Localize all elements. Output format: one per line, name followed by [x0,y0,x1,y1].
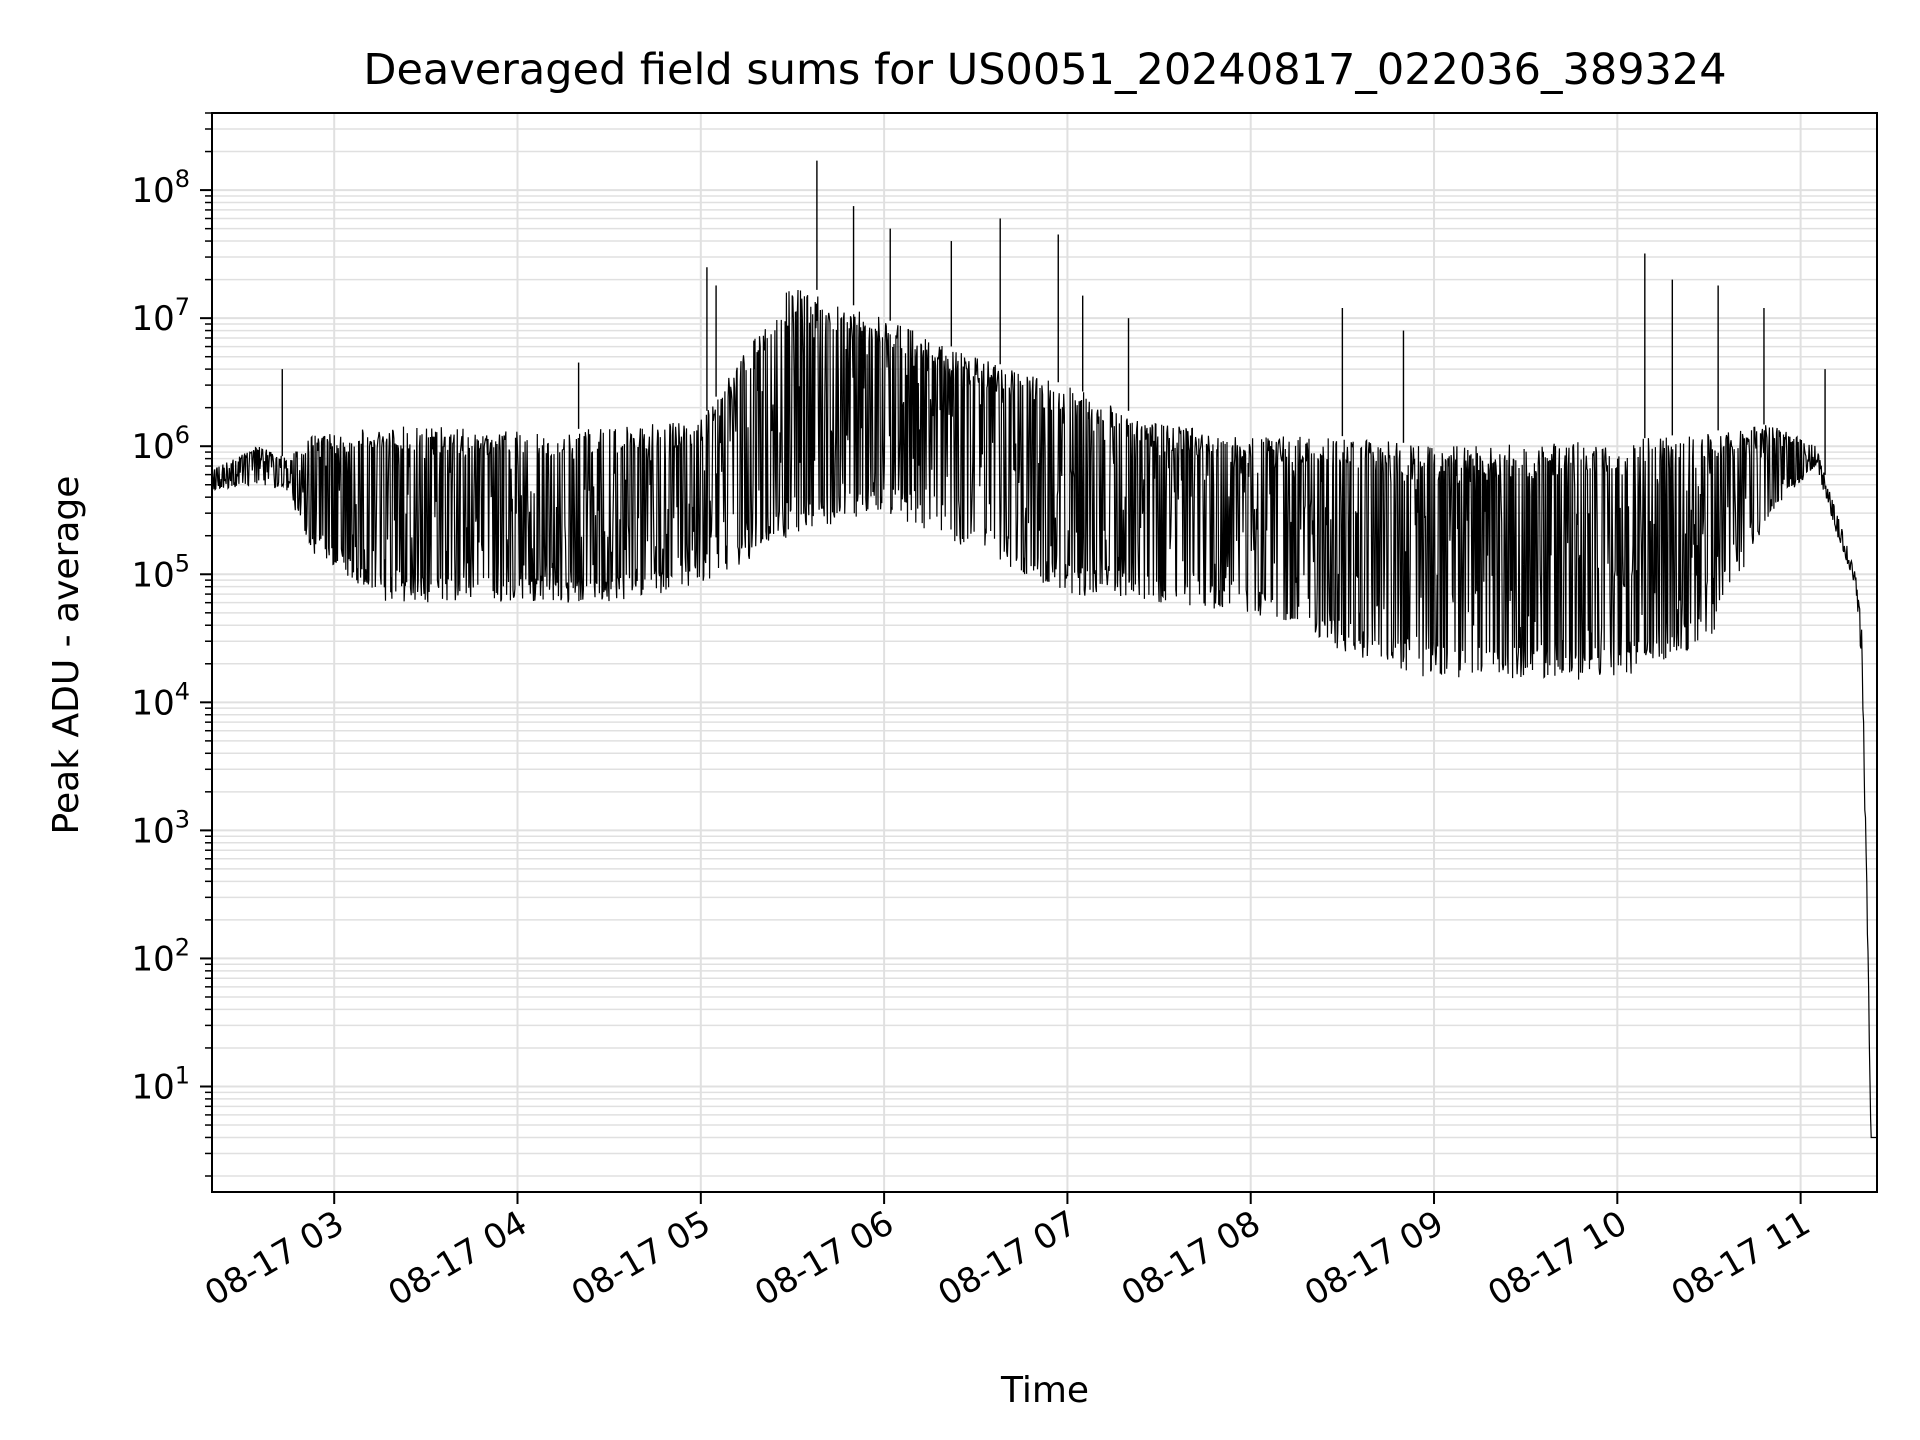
y-tick-label: 101 [131,1061,190,1107]
x-axis-label: Time [1000,1370,1089,1411]
y-tick-label: 102 [131,933,190,979]
chart-title: Deaveraged field sums for US0051_2024081… [363,45,1726,95]
y-tick-label: 106 [131,421,190,467]
y-tick-label: 108 [131,165,190,211]
plot-frame [211,112,1878,1193]
grid [212,112,1877,1192]
y-tick-label: 105 [131,549,190,595]
series-line [211,289,1877,1139]
y-tick-label: 104 [131,677,190,723]
y-tick-label: 107 [131,293,190,339]
y-tick-label: 103 [131,805,190,851]
data-series [211,160,1877,1139]
y-axis: 101 102 103 104 105 106 107 108 [131,112,212,1177]
y-axis-label: Peak ADU - average [46,476,87,835]
